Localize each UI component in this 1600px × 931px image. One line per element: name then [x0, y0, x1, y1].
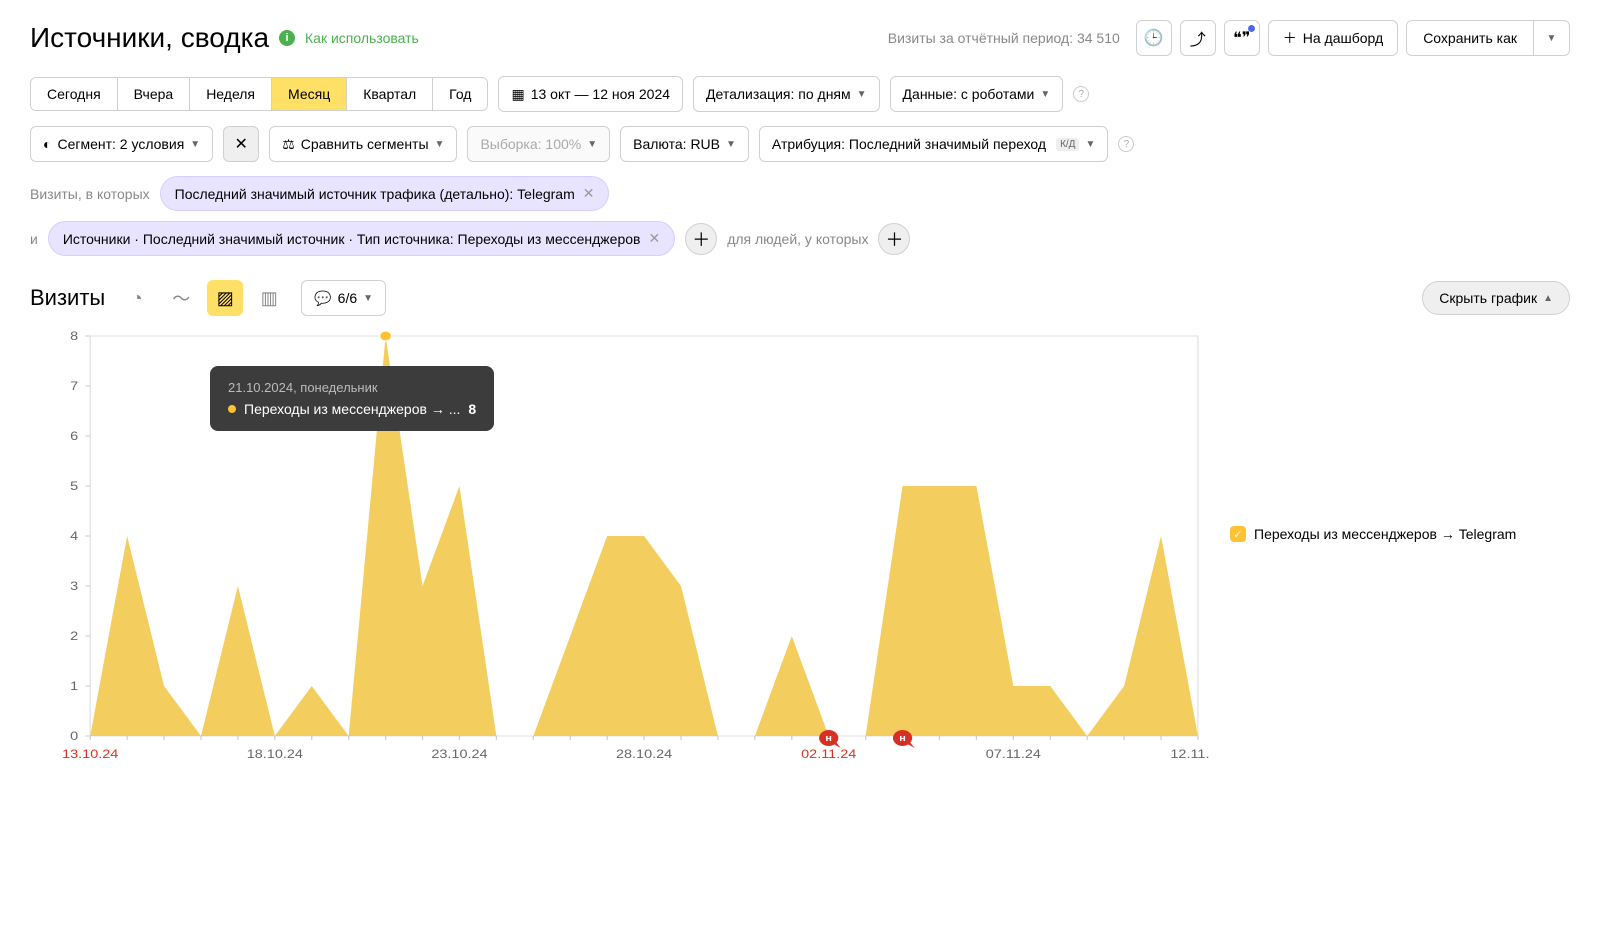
currency-button[interactable]: Валюта: RUB▼ [620, 126, 749, 162]
tooltip-dot-icon [228, 405, 236, 413]
svg-text:6: 6 [70, 429, 78, 443]
period-tab-1[interactable]: Вчера [118, 78, 191, 110]
svg-text:23.10.24: 23.10.24 [431, 747, 487, 761]
period-tab-5[interactable]: Год [433, 78, 487, 110]
attribution-button[interactable]: Атрибуция: Последний значимый переход К/… [759, 126, 1108, 162]
tooltip-label: Переходы из мессенджеров → ... [244, 401, 460, 417]
page-title: Источники, сводка [30, 22, 269, 54]
data-mode-button[interactable]: Данные: с роботами▼ [890, 76, 1064, 112]
svg-text:7: 7 [70, 379, 78, 393]
export-icon[interactable]: ⤴ [1180, 20, 1216, 56]
period-tab-4[interactable]: Квартал [347, 78, 433, 110]
pie-chart-icon[interactable]: ◔ [119, 280, 155, 316]
svg-text:3: 3 [70, 579, 78, 593]
svg-text:8: 8 [70, 329, 78, 343]
info-icon: i [279, 30, 295, 46]
filter-chip-source[interactable]: Последний значимый источник трафика (дет… [160, 176, 610, 211]
clock-icon[interactable]: 🕒 [1136, 20, 1172, 56]
clear-segment-button[interactable]: ✕ [223, 126, 259, 162]
svg-text:28.10.24: 28.10.24 [616, 747, 672, 761]
svg-text:07.11.24: 07.11.24 [986, 747, 1041, 761]
chart-tooltip: 21.10.2024, понедельник Переходы из месс… [210, 366, 494, 431]
compare-button[interactable]: ⚖ Сравнить сегменты▼ [269, 126, 457, 162]
segment-button[interactable]: ◐ Сегмент: 2 условия▼ [30, 126, 213, 162]
viz-title: Визиты [30, 285, 105, 311]
line-chart-icon[interactable]: 〜 [163, 280, 199, 316]
svg-text:н: н [899, 734, 906, 744]
filter-placeholder: для людей, у которых [727, 231, 868, 247]
svg-text:5: 5 [70, 479, 78, 493]
add-filter-button[interactable]: ＋ [685, 223, 717, 255]
save-as-dropdown[interactable]: ▼ [1533, 21, 1569, 55]
filter-label-1: Визиты, в которых [30, 186, 150, 202]
svg-text:1: 1 [70, 679, 78, 693]
scale-icon: ⚖ [282, 136, 295, 153]
area-chart-icon[interactable]: ▨ [207, 280, 243, 316]
filter-chip-type[interactable]: Источники · Последний значимый источник … [48, 221, 675, 256]
hide-chart-button[interactable]: Скрыть график▲ [1422, 281, 1570, 315]
period-tabs: СегодняВчераНеделяМесяцКварталГод [30, 77, 488, 111]
chart-area[interactable]: 0 1 2 3 4 5 6 7 8 13.10.24 18.10.24 23.10.24 28.10.2… [30, 326, 1210, 769]
svg-text:4: 4 [70, 529, 78, 543]
svg-text:13.10.24: 13.10.24 [62, 747, 118, 761]
close-icon[interactable]: ✕ [648, 230, 660, 247]
dashboard-button[interactable]: ＋На дашборд [1268, 20, 1398, 56]
quote-icon[interactable]: ❝❞ [1224, 20, 1260, 56]
close-icon[interactable]: ✕ [583, 185, 595, 202]
svg-text:18.10.24: 18.10.24 [247, 747, 303, 761]
how-to-use-link[interactable]: Как использовать [305, 30, 419, 46]
svg-text:02.11.24: 02.11.24 [801, 747, 856, 761]
bar-chart-icon[interactable]: ▥ [251, 280, 287, 316]
tooltip-date: 21.10.2024, понедельник [228, 380, 476, 395]
comment-icon: 💬 [314, 290, 331, 307]
period-tab-2[interactable]: Неделя [190, 78, 272, 110]
period-tab-3[interactable]: Месяц [272, 78, 347, 110]
help-icon[interactable]: ? [1073, 86, 1089, 102]
add-people-filter-button[interactable]: ＋ [878, 223, 910, 255]
period-tab-0[interactable]: Сегодня [31, 78, 118, 110]
visits-period-label: Визиты за отчётный период: 34 510 [888, 30, 1120, 46]
svg-text:12.11.24: 12.11.24 [1170, 747, 1210, 761]
series-count-button[interactable]: 💬 6/6▼ [301, 280, 386, 316]
sample-button[interactable]: Выборка: 100%▼ [467, 126, 610, 162]
calendar-icon: ▦ [511, 86, 524, 103]
pie-icon: ◐ [43, 136, 51, 152]
legend-item[interactable]: ✓ Переходы из мессенджеров → Telegram [1230, 526, 1570, 542]
legend-swatch-icon: ✓ [1230, 526, 1246, 542]
legend-label: Переходы из мессенджеров → Telegram [1254, 526, 1516, 542]
attribution-tag: К/Д [1056, 138, 1079, 151]
svg-text:0: 0 [70, 729, 78, 743]
svg-text:н: н [825, 734, 832, 744]
date-range-button[interactable]: ▦ 13 окт — 12 ноя 2024 [498, 76, 683, 112]
tooltip-value: 8 [468, 401, 476, 417]
svg-text:2: 2 [70, 629, 78, 643]
detail-button[interactable]: Детализация: по дням▼ [693, 76, 880, 112]
filter-label-2: и [30, 231, 38, 247]
help-icon-2[interactable]: ? [1118, 136, 1134, 152]
save-as-button[interactable]: Сохранить как [1407, 21, 1533, 55]
